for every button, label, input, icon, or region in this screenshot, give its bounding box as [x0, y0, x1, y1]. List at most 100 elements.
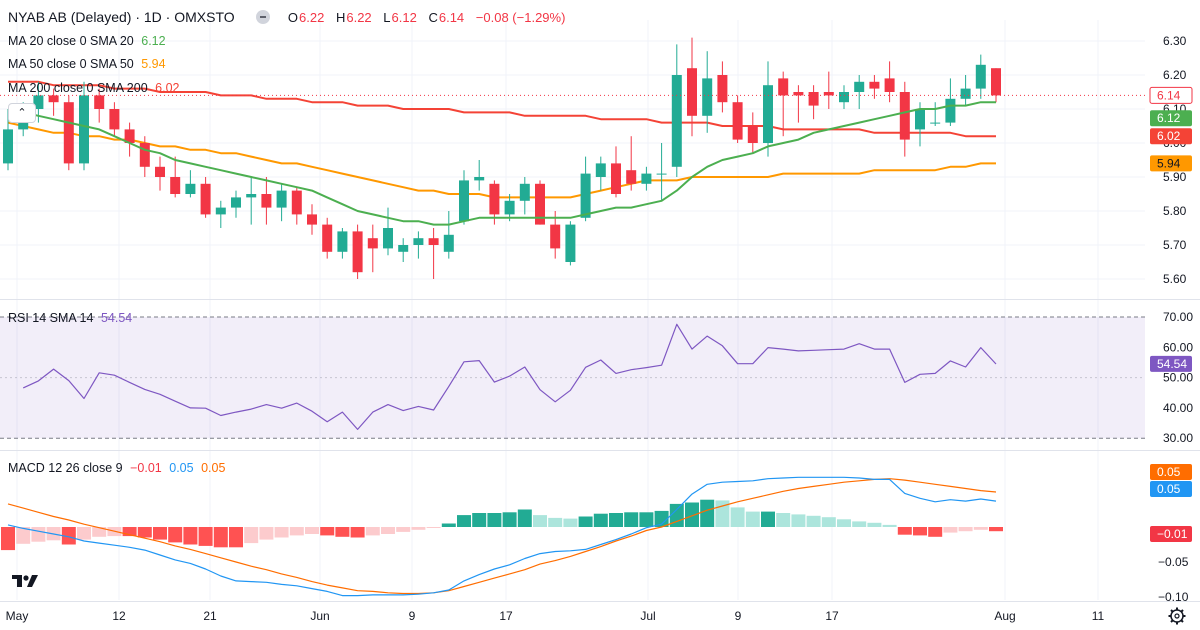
time-axis-tick: 17 — [499, 609, 513, 623]
macd-legend[interactable]: MACD 12 26 close 9 −0.01 0.05 0.05 — [8, 460, 229, 476]
low-label: L — [383, 10, 391, 25]
candle-body — [839, 92, 849, 103]
macd-signal-value: 0.05 — [201, 461, 226, 475]
macd-histogram-bar — [350, 527, 365, 538]
rsi-line — [22, 323, 997, 430]
macd-axis-tick: −0.10 — [1158, 590, 1189, 604]
macd-histogram-bar — [487, 513, 502, 527]
time-axis-tick: 17 — [825, 609, 839, 623]
candle-body — [231, 197, 241, 208]
ma50-legend[interactable]: MA 50 close 0 SMA 50 5.94 — [8, 56, 170, 72]
macd-histogram-bar — [274, 527, 289, 538]
candle-body — [808, 92, 819, 106]
rsi-badge: 54.54 — [1157, 357, 1187, 371]
candle-body — [793, 92, 804, 96]
macd-histogram-bar — [1, 527, 15, 551]
macd-histogram-bar — [153, 527, 167, 540]
candle-body — [656, 173, 667, 175]
candle-body — [747, 126, 758, 143]
rsi-axis-tick: 40.00 — [1163, 401, 1193, 415]
time-axis-tick: 11 — [1092, 609, 1105, 623]
macd-histogram-bar — [517, 509, 532, 527]
macd-hist-value: −0.01 — [130, 461, 162, 475]
macd-histogram-bar — [213, 527, 228, 548]
candle-body — [489, 183, 500, 215]
candle-body — [443, 234, 454, 252]
ma20-badge-bg — [1150, 110, 1192, 127]
chevron-up-icon: ⌃ — [17, 107, 27, 119]
candle-body — [687, 68, 697, 116]
candle-body — [960, 88, 971, 99]
time-axis-tick: Jul — [640, 609, 655, 623]
ma200-legend[interactable]: MA 200 close 0 SMA 200 6.02 — [8, 80, 184, 96]
rsi-axis-tick: 60.00 — [1163, 340, 1193, 354]
symbol-title[interactable]: NYAB AB (Delayed) · 1D · OMXSTO — [8, 9, 235, 25]
collapse-legend-button[interactable]: ⌃ — [8, 103, 36, 123]
candle-body — [945, 98, 956, 123]
macd-histogram-bar — [730, 507, 745, 527]
ma50-badge: 5.94 — [1157, 156, 1181, 170]
macd-histogram-bar — [913, 527, 927, 536]
macd-histogram-bar — [897, 527, 912, 535]
macd-histogram-bar — [791, 514, 806, 527]
open-label: O — [287, 10, 299, 25]
candle-body — [991, 68, 1001, 96]
macd-histogram-bar — [745, 511, 760, 527]
rsi-legend[interactable]: RSI 14 SMA 14 54.54 — [8, 310, 136, 326]
open-value: 6.22 — [299, 10, 325, 25]
ma200-badge-bg — [1150, 128, 1192, 145]
tradingview-logo-icon[interactable] — [11, 572, 41, 590]
candle-body — [459, 180, 469, 222]
macd-histogram-bar — [821, 517, 836, 527]
candle-body — [732, 102, 743, 140]
price-axis-tick: 5.80 — [1163, 204, 1187, 218]
time-axis-tick: 12 — [112, 609, 126, 623]
macd-histogram-bar — [229, 527, 243, 548]
macd-axis-tick: −0.05 — [1158, 555, 1189, 569]
candle-body — [671, 75, 682, 167]
macd-histogram-bar — [92, 527, 107, 537]
candle-body — [899, 92, 910, 140]
candle-body — [398, 245, 409, 252]
candle-body — [702, 78, 713, 116]
ma50-badge-bg — [1150, 155, 1192, 172]
candle-body — [139, 143, 150, 167]
rsi-band — [0, 317, 1145, 439]
candle-body — [641, 173, 652, 184]
candle-body — [94, 95, 105, 109]
time-axis-tick: 9 — [409, 609, 416, 623]
macd-histogram-bar — [973, 527, 988, 530]
macd-histogram-bar — [943, 527, 958, 533]
candle-body — [975, 64, 986, 89]
candle-body — [200, 183, 211, 215]
macd-histogram-bar — [457, 515, 471, 527]
macd-histogram-bar — [472, 513, 487, 527]
macd-histogram-bar — [837, 519, 851, 527]
candle-body — [33, 95, 44, 109]
visibility-toggle-icon[interactable] — [256, 10, 271, 24]
macd-histogram-bar — [928, 527, 943, 537]
time-axis-tick: 9 — [735, 609, 742, 623]
macd-histogram-bar — [198, 527, 213, 546]
macd-histogram-bar — [137, 527, 152, 538]
macd-histogram-bar — [183, 527, 198, 545]
macd-histogram-bar — [320, 527, 335, 536]
candle-body — [595, 163, 606, 177]
rsi-axis-tick: 70.00 — [1163, 310, 1193, 324]
ma50-line — [7, 121, 996, 199]
macd-histogram-bar — [244, 527, 259, 544]
macd-histogram-bar — [259, 527, 274, 540]
last-close-badge-bg — [1150, 87, 1192, 104]
macd-signal-line — [7, 478, 997, 595]
price-axis-tick: 5.90 — [1163, 170, 1187, 184]
settings-gear-icon[interactable] — [1168, 607, 1186, 625]
macd-histogram-bar — [563, 518, 578, 527]
candle-body — [626, 170, 637, 184]
ma20-legend[interactable]: MA 20 close 0 SMA 20 6.12 — [8, 33, 170, 49]
candle-body — [322, 224, 333, 252]
macd-histogram-bar — [502, 512, 517, 527]
macd-histogram-bar — [365, 527, 380, 536]
candle-body — [124, 129, 135, 143]
macd-histogram-bar — [533, 515, 547, 527]
